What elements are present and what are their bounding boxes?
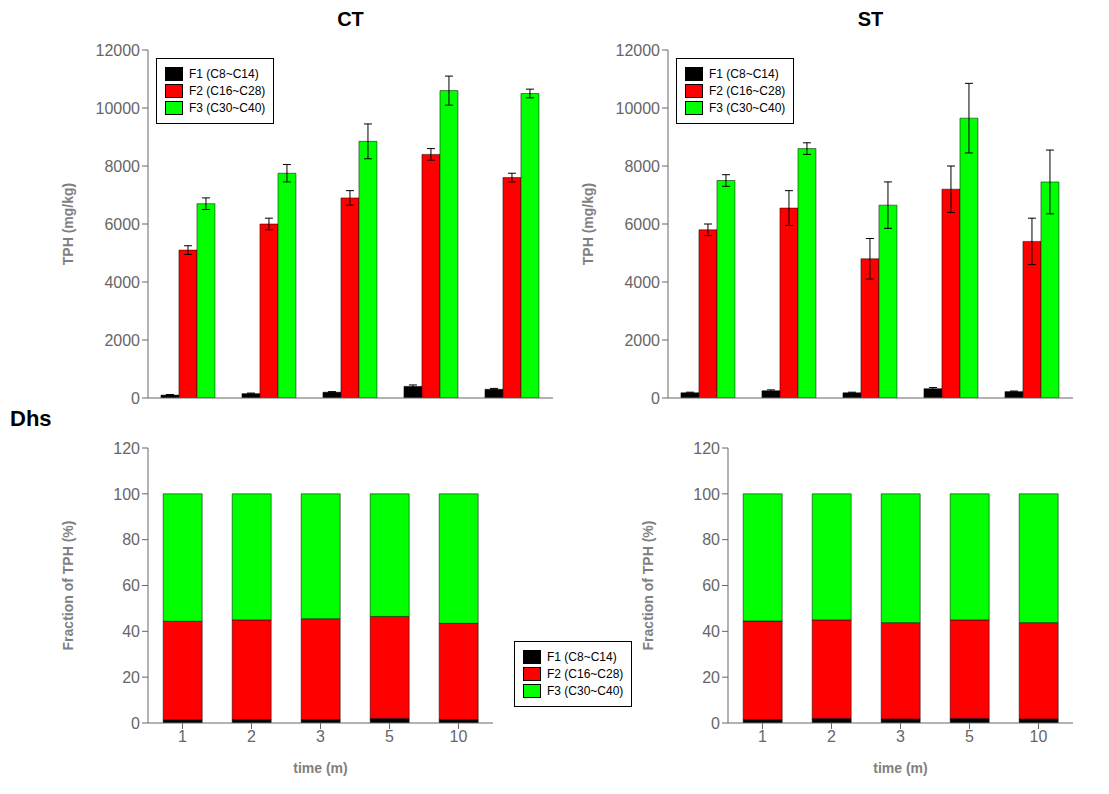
html-text:F3 (C30~C40): F3 (C30~C40) <box>189 101 266 115</box>
svg-text:12000: 12000 <box>616 42 661 59</box>
svg-text:40: 40 <box>122 623 140 640</box>
svg-text:10: 10 <box>450 728 468 745</box>
svg-text:4000: 4000 <box>104 274 140 291</box>
svg-text:1: 1 <box>758 728 767 745</box>
svg-text:0: 0 <box>131 390 140 407</box>
svg-text:0: 0 <box>711 715 720 732</box>
svg-text:60: 60 <box>122 577 140 594</box>
html-text:F1 (C8~C14): F1 (C8~C14) <box>709 67 779 81</box>
svg-text:10: 10 <box>1030 728 1048 745</box>
html-text:F3 (C30~C40): F3 (C30~C40) <box>547 684 624 698</box>
svg-text:2: 2 <box>247 728 256 745</box>
svg-text:3: 3 <box>316 728 325 745</box>
svg-text:80: 80 <box>122 531 140 548</box>
svg-text:80: 80 <box>702 531 720 548</box>
svg-text:12000: 12000 <box>96 42 141 59</box>
svg-text:0: 0 <box>131 715 140 732</box>
svg-text:40: 40 <box>702 623 720 640</box>
html-text:F3 (C30~C40): F3 (C30~C40) <box>709 101 786 115</box>
svg-text:TPH (mg/kg): TPH (mg/kg) <box>580 183 596 265</box>
svg-text:8000: 8000 <box>624 158 660 175</box>
svg-text:5: 5 <box>965 728 974 745</box>
svg-text:TPH (mg/kg): TPH (mg/kg) <box>60 183 76 265</box>
svg-text:3: 3 <box>896 728 905 745</box>
svg-text:2: 2 <box>827 728 836 745</box>
svg-text:120: 120 <box>113 440 140 457</box>
svg-text:20: 20 <box>702 669 720 686</box>
svg-text:2000: 2000 <box>104 332 140 349</box>
html-text:F2 (C16~C28): F2 (C16~C28) <box>709 84 786 98</box>
svg-text:100: 100 <box>693 486 720 503</box>
html-text:Dhs: Dhs <box>10 406 52 431</box>
svg-text:time (m): time (m) <box>873 760 927 776</box>
svg-text:20: 20 <box>122 669 140 686</box>
svg-text:6000: 6000 <box>624 216 660 233</box>
svg-text:1: 1 <box>178 728 187 745</box>
svg-text:time (m): time (m) <box>293 760 347 776</box>
svg-text:100: 100 <box>113 486 140 503</box>
svg-text:6000: 6000 <box>104 216 140 233</box>
svg-text:60: 60 <box>702 577 720 594</box>
svg-text:0: 0 <box>651 390 660 407</box>
html-text:ST: ST <box>857 8 884 30</box>
svg-text:4000: 4000 <box>624 274 660 291</box>
html-text:F2 (C16~C28): F2 (C16~C28) <box>547 667 624 681</box>
svg-text:10000: 10000 <box>616 100 661 117</box>
svg-text:10000: 10000 <box>96 100 141 117</box>
html-text:F1 (C8~C14): F1 (C8~C14) <box>547 650 617 664</box>
html-text:F2 (C16~C28): F2 (C16~C28) <box>189 84 266 98</box>
svg-text:Fraction of TPH (%): Fraction of TPH (%) <box>640 521 656 651</box>
svg-text:Fraction of TPH (%): Fraction of TPH (%) <box>60 521 76 651</box>
html-text:F1 (C8~C14): F1 (C8~C14) <box>189 67 259 81</box>
svg-text:120: 120 <box>693 440 720 457</box>
svg-text:5: 5 <box>385 728 394 745</box>
svg-text:8000: 8000 <box>104 158 140 175</box>
svg-text:2000: 2000 <box>624 332 660 349</box>
html-text:CT: CT <box>337 8 364 30</box>
